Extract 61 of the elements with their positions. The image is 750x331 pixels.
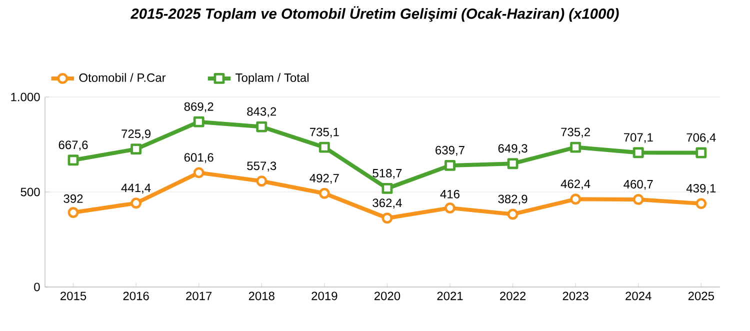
x-tick-label: 2025	[688, 292, 714, 300]
y-tick-label: 500	[20, 188, 40, 196]
data-label: 735,1	[310, 128, 339, 138]
data-label: 441,4	[121, 184, 151, 194]
data-label: 416	[440, 190, 460, 198]
point	[382, 212, 393, 224]
point	[193, 167, 204, 178]
data-label: 667,6	[58, 140, 88, 151]
data-label: 492,7	[310, 174, 339, 184]
x-tick-label: 2023	[562, 292, 588, 300]
y-tick-label: 0	[34, 282, 40, 292]
data-label: 518,7	[372, 168, 402, 179]
x-tick-label: 2015	[60, 292, 86, 300]
point	[318, 142, 330, 153]
point	[570, 142, 582, 153]
point	[444, 202, 456, 214]
data-label: 392	[64, 194, 83, 203]
data-label: 869,2	[184, 102, 214, 112]
data-label: 707,1	[624, 133, 653, 144]
point	[632, 147, 644, 158]
data-label: 735,2	[561, 128, 590, 138]
x-tick-label: 2022	[500, 292, 526, 300]
data-label: 557,3	[247, 162, 276, 172]
x-tick-label: 2020	[374, 292, 400, 300]
data-label: 462,4	[560, 180, 590, 190]
point	[318, 188, 330, 199]
data-label: 601,6	[184, 153, 214, 164]
legend-label: Toplam / Total	[236, 73, 308, 84]
point	[696, 198, 707, 210]
data-label: 460,7	[624, 180, 653, 190]
x-tick-label: 2016	[123, 292, 149, 300]
point	[193, 116, 204, 128]
x-tick-label: 2018	[248, 292, 274, 300]
data-label: 725,9	[122, 130, 150, 140]
legend-label: Otomobil / P.Car	[79, 73, 166, 82]
point	[256, 121, 268, 132]
chart-title: 2015-2025 Toplam ve Otomobil Üretim Gelişimi (Ocak-Haziran) (x1000)	[130, 6, 619, 22]
data-label: 362,4	[372, 198, 402, 209]
data-label: 439,1	[686, 184, 716, 194]
point	[570, 194, 582, 205]
data-label: 843,2	[247, 107, 276, 118]
point	[130, 198, 142, 209]
data-label: 639,7	[436, 146, 464, 156]
point	[507, 158, 518, 170]
point	[68, 207, 79, 218]
point	[130, 144, 142, 155]
x-tick-label: 2019	[312, 292, 338, 300]
point	[507, 208, 518, 220]
data-label: 382,9	[498, 194, 528, 205]
data-label: 649,3	[498, 144, 528, 154]
x-tick-label: 2017	[186, 292, 212, 300]
point	[68, 154, 79, 166]
point	[382, 182, 393, 194]
x-tick-label: 2021	[437, 292, 463, 300]
y-tick-label: 1.000	[11, 92, 40, 102]
point	[696, 147, 707, 158]
data-label: 706,4	[686, 133, 716, 144]
point	[444, 160, 456, 171]
point	[256, 176, 268, 187]
point	[632, 194, 644, 205]
x-tick-label: 2024	[626, 292, 652, 300]
